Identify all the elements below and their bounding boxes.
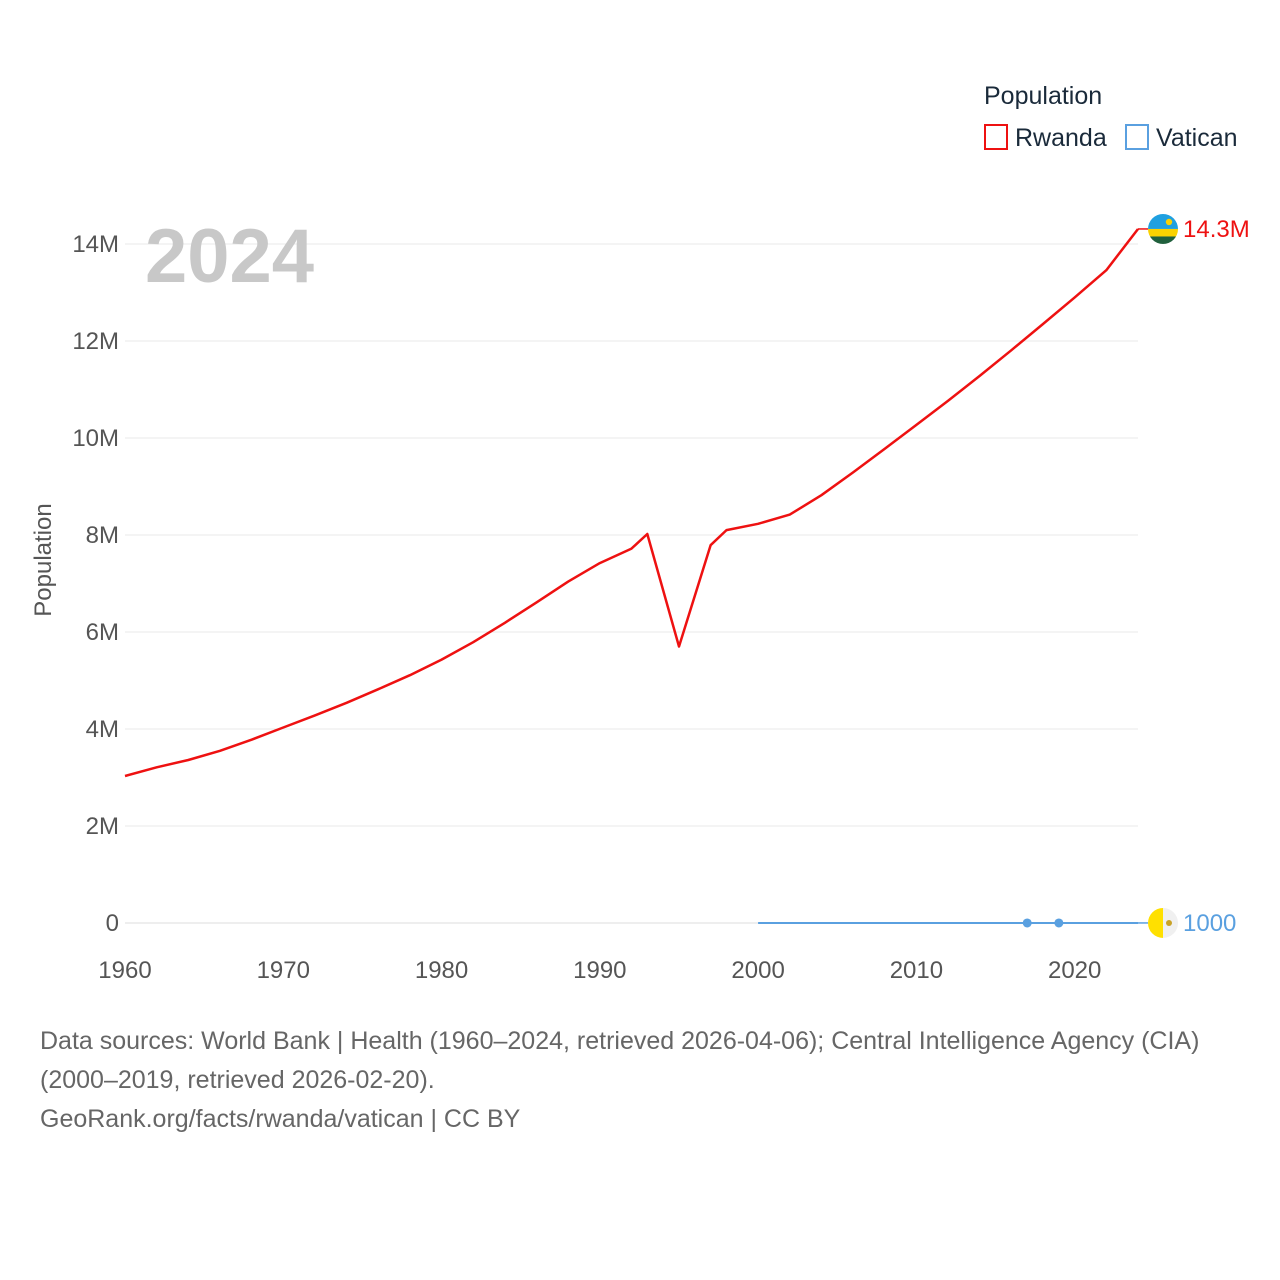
legend-swatch-rwanda[interactable] [984, 124, 1008, 150]
source-note: Data sources: World Bank | Health (1960–… [40, 1022, 1250, 1139]
legend-label-vatican[interactable]: Vatican [1156, 124, 1238, 152]
legend-title: Population [984, 82, 1102, 110]
data-point-vatican [1054, 918, 1064, 928]
series-line-rwanda [124, 228, 1139, 778]
y-tick-label: 12M [72, 328, 119, 355]
x-tick-label: 2000 [731, 957, 784, 984]
y-axis-ticks: 0 2M 4M 6M 8M 10M 12M 14M [72, 231, 119, 937]
series-layer [124, 228, 1139, 928]
legend-swatch-vatican[interactable] [1125, 124, 1149, 150]
legend-label-rwanda[interactable]: Rwanda [1015, 124, 1107, 152]
y-tick-label: 2M [86, 813, 119, 840]
x-tick-label: 2020 [1048, 957, 1101, 984]
y-tick-label: 4M [86, 716, 119, 743]
legend: Population Rwanda Vatican [984, 82, 1238, 152]
x-tick-label: 1970 [257, 957, 310, 984]
end-label-rwanda: 14.3M [1183, 216, 1250, 243]
x-tick-label: 1960 [98, 957, 151, 984]
population-chart: 0 2M 4M 6M 8M 10M 12M 14M 1960 1970 1980 1990 2000 2… [30, 82, 1250, 984]
x-tick-label: 2010 [890, 957, 943, 984]
y-tick-label: 0 [106, 910, 119, 937]
source-link[interactable]: GeoRank.org/facts/rwanda/vatican | CC BY [40, 1105, 521, 1133]
flag-icon-rwanda [1148, 213, 1178, 244]
y-tick-label: 10M [72, 425, 119, 452]
end-label-vatican: 1000 [1183, 910, 1236, 937]
y-tick-label: 6M [86, 619, 119, 646]
source-text: Data sources: World Bank | Health (1960–… [40, 1027, 1200, 1094]
year-label: 2024 [145, 214, 314, 299]
x-tick-label: 1980 [415, 957, 468, 984]
gridlines [125, 243, 1138, 924]
flag-icon-vatican [1148, 907, 1178, 938]
end-markers: 14.3M 1000 [1138, 213, 1250, 938]
x-tick-label: 1990 [573, 957, 626, 984]
y-tick-label: 8M [86, 522, 119, 549]
x-axis-ticks: 1960 1970 1980 1990 2000 2010 2020 [98, 957, 1101, 984]
data-point-vatican [1022, 918, 1032, 928]
y-tick-label: 14M [72, 231, 119, 258]
y-axis-title: Population [30, 503, 57, 616]
